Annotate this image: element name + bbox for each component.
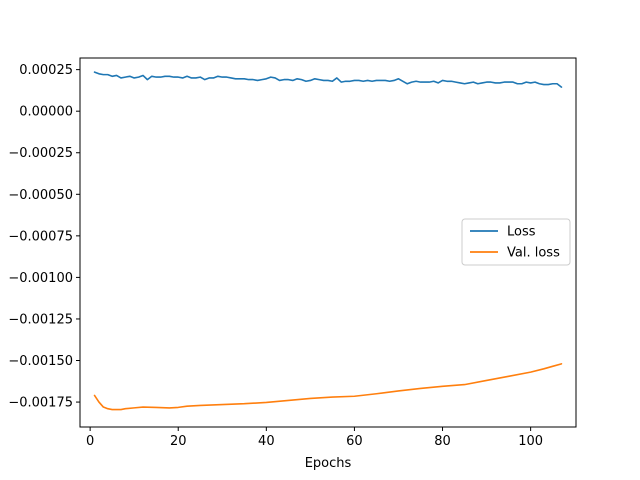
y-tick-label: −0.00175 — [8, 396, 73, 411]
y-tick-label: −0.00075 — [8, 229, 73, 244]
x-tick-label: 60 — [346, 434, 363, 449]
plot-frame — [79, 57, 577, 428]
legend-label-val-loss: Val. loss — [507, 246, 560, 261]
x-tick-label: 40 — [258, 434, 275, 449]
legend-label-loss: Loss — [507, 225, 536, 240]
y-tick-label: −0.00050 — [8, 188, 73, 203]
x-tick-label: 80 — [434, 434, 451, 449]
series-line-val-loss — [93, 363, 563, 411]
y-tick-label: −0.00125 — [8, 312, 73, 327]
axes-layer: 0 20 40 60 80 100 0.00025 0.00000 −0.00025 −0.000… — [8, 57, 577, 449]
series-line-loss — [93, 71, 563, 88]
y-tick-label: −0.00100 — [8, 271, 73, 286]
y-tick-label: −0.00150 — [8, 354, 73, 369]
series-layer — [93, 71, 563, 411]
x-tick-label: 100 — [518, 434, 543, 449]
x-tick-label: 0 — [86, 434, 94, 449]
y-tick-label: −0.00025 — [8, 146, 73, 161]
legend: Loss Val. loss — [461, 218, 571, 266]
y-tick-label: 0.00025 — [19, 63, 73, 78]
x-tick-label: 20 — [170, 434, 187, 449]
y-tick-label: 0.00000 — [19, 105, 73, 120]
x-axis-label: Epochs — [305, 456, 352, 471]
